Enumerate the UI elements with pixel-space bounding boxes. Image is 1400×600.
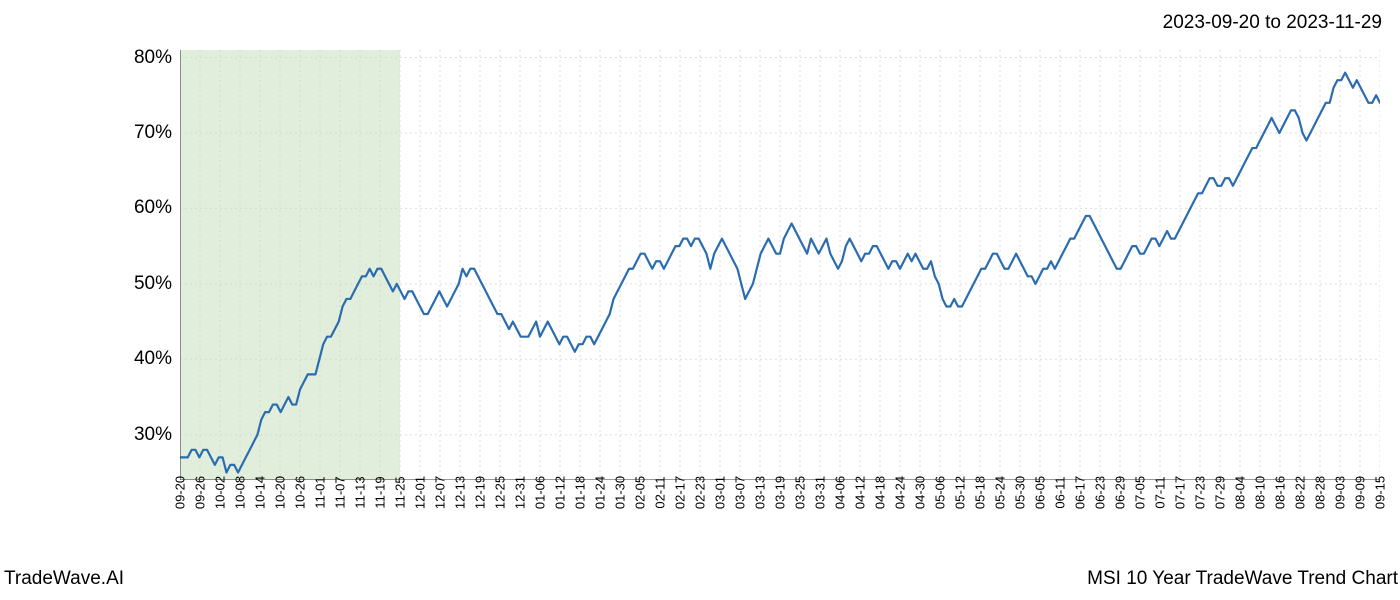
x-tick-label: 05-18 [973, 476, 988, 509]
x-tick-label: 10-26 [293, 476, 308, 509]
x-tick-label: 02-23 [693, 476, 708, 509]
x-tick-label: 09-03 [1333, 476, 1348, 509]
x-tick-label: 12-07 [433, 476, 448, 509]
x-tick-label: 10-08 [233, 476, 248, 509]
x-tick-label: 09-26 [193, 476, 208, 509]
x-tick-label: 11-07 [333, 476, 348, 508]
x-tick-label: 04-12 [853, 476, 868, 509]
x-tick-label: 03-31 [813, 476, 828, 509]
x-tick-label: 06-29 [1113, 476, 1128, 509]
x-tick-label: 11-25 [393, 476, 408, 508]
x-tick-label: 10-02 [213, 476, 228, 509]
x-tick-label: 02-17 [673, 476, 688, 509]
x-tick-label: 09-15 [1373, 476, 1388, 509]
chart-title: MSI 10 Year TradeWave Trend Chart [1087, 568, 1398, 590]
x-tick-label: 12-01 [413, 476, 428, 509]
x-tick-label: 10-14 [253, 476, 268, 509]
x-tick-label: 07-05 [1133, 476, 1148, 509]
x-tick-label: 11-13 [353, 476, 368, 508]
x-tick-label: 01-06 [533, 476, 548, 509]
x-tick-label: 02-11 [653, 476, 668, 508]
x-tick-label: 07-17 [1173, 476, 1188, 509]
x-tick-label: 05-12 [953, 476, 968, 509]
highlight-band [180, 50, 400, 480]
x-tick-label: 07-23 [1193, 476, 1208, 509]
x-tick-label: 04-30 [913, 476, 928, 509]
x-tick-label: 12-19 [473, 476, 488, 509]
x-tick-label: 06-17 [1073, 476, 1088, 509]
x-tick-label: 08-22 [1293, 476, 1308, 509]
x-tick-label: 03-01 [713, 476, 728, 509]
y-tick-label: 60% [112, 197, 172, 219]
x-tick-label: 01-12 [553, 476, 568, 509]
x-tick-label: 07-29 [1213, 476, 1228, 509]
x-tick-label: 04-18 [873, 476, 888, 509]
y-tick-label: 80% [112, 47, 172, 69]
x-tick-label: 08-10 [1253, 476, 1268, 509]
x-tick-label: 12-13 [453, 476, 468, 509]
date-range-label: 2023-09-20 to 2023-11-29 [1163, 12, 1382, 34]
x-tick-label: 04-24 [893, 476, 908, 509]
x-tick-label: 05-24 [993, 476, 1008, 509]
x-tick-label: 11-01 [313, 476, 328, 508]
x-tick-label: 05-30 [1013, 476, 1028, 509]
x-tick-label: 09-09 [1353, 476, 1368, 509]
x-tick-label: 05-06 [933, 476, 948, 509]
x-tick-label: 12-31 [513, 476, 528, 509]
x-tick-label: 09-20 [173, 476, 188, 509]
brand-label: TradeWave.AI [4, 568, 124, 590]
x-tick-label: 10-20 [273, 476, 288, 509]
x-tick-label: 03-19 [773, 476, 788, 509]
x-tick-label: 01-30 [613, 476, 628, 509]
x-tick-label: 06-05 [1033, 476, 1048, 509]
x-tick-label: 03-13 [753, 476, 768, 509]
plot-area [180, 50, 1380, 480]
x-tick-label: 07-11 [1153, 476, 1168, 508]
x-tick-label: 06-11 [1053, 476, 1068, 508]
x-tick-label: 01-24 [593, 476, 608, 509]
x-tick-label: 01-18 [573, 476, 588, 509]
x-tick-label: 06-23 [1093, 476, 1108, 509]
y-tick-label: 70% [112, 122, 172, 144]
x-tick-label: 02-05 [633, 476, 648, 509]
x-tick-label: 12-25 [493, 476, 508, 509]
x-tick-label: 08-16 [1273, 476, 1288, 509]
x-tick-label: 11-19 [373, 476, 388, 508]
x-tick-label: 04-06 [833, 476, 848, 509]
y-tick-label: 50% [112, 273, 172, 295]
x-tick-label: 03-07 [733, 476, 748, 509]
y-tick-label: 40% [112, 348, 172, 370]
x-tick-label: 03-25 [793, 476, 808, 509]
x-tick-label: 08-04 [1233, 476, 1248, 509]
chart-svg [180, 50, 1380, 480]
y-tick-label: 30% [112, 424, 172, 446]
chart-container: 2023-09-20 to 2023-11-29 30% 40% 50% 60% 70%… [0, 0, 1400, 600]
x-tick-label: 08-28 [1313, 476, 1328, 509]
